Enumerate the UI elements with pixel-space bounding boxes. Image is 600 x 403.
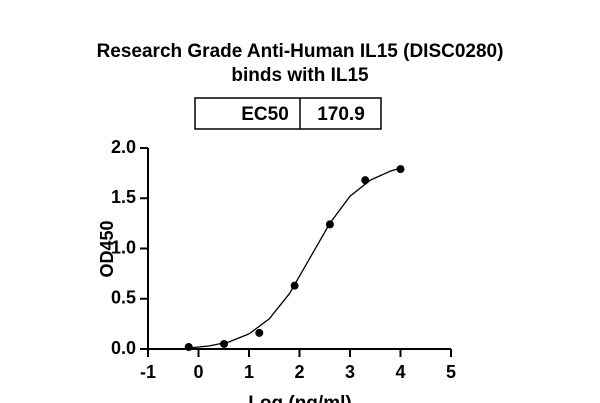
x-tick-label: -1 <box>140 362 156 382</box>
data-point <box>396 165 405 174</box>
x-tick-label: 3 <box>345 362 355 382</box>
ec50-value: 170.9 <box>317 104 365 125</box>
x-tick-label: 2 <box>294 362 304 382</box>
fit-curve <box>188 167 401 349</box>
y-tick-label: 0.5 <box>111 288 136 308</box>
data-point <box>361 176 370 185</box>
y-tick-label: 2.0 <box>111 137 136 157</box>
y-tick-label: 1.5 <box>111 187 136 207</box>
data-point <box>220 339 229 348</box>
x-axis-title: Log (ng/ml) <box>248 393 351 403</box>
x-tick-label: 5 <box>446 362 456 382</box>
data-point <box>255 328 264 337</box>
data-point <box>325 220 334 229</box>
data-point <box>290 281 299 290</box>
x-tick-label: 1 <box>244 362 254 382</box>
chart-title: Research Grade Anti-Human IL15 (DISC0280… <box>97 41 504 62</box>
chart-subtitle: binds with IL15 <box>231 65 369 86</box>
data-point <box>184 342 193 351</box>
ec50-box <box>194 97 382 130</box>
x-tick-label: 0 <box>193 362 203 382</box>
x-tick-label: 4 <box>395 362 405 382</box>
y-axis-title: OD450 <box>97 220 117 277</box>
y-tick-label: 0.0 <box>111 338 136 358</box>
ec50-label: EC50 <box>241 104 289 125</box>
y-tick-label: 1.0 <box>111 237 136 257</box>
